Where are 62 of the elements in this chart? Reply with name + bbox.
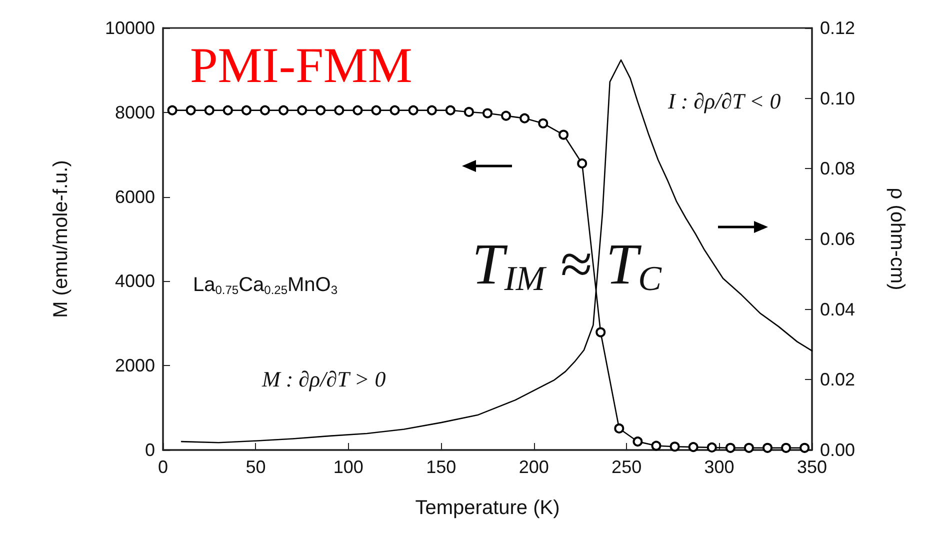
y-tick-label: 2000 <box>114 356 155 376</box>
point <box>297 105 308 116</box>
point <box>390 105 400 116</box>
point <box>334 105 344 116</box>
point <box>670 442 680 452</box>
point <box>596 327 606 338</box>
point <box>241 105 252 116</box>
point <box>632 436 643 447</box>
point <box>222 105 233 116</box>
y2-axis-title: ρ (ohm-cm) <box>886 188 908 290</box>
y-tick-label: 0 <box>144 440 155 460</box>
x-tick-label: 100 <box>333 457 364 477</box>
point <box>167 105 178 116</box>
y2-tick-label: 0.04 <box>820 299 856 320</box>
point <box>781 442 792 453</box>
point <box>464 106 474 117</box>
y2-tick-label: 0.02 <box>820 370 856 390</box>
y2-tick-label: 0.10 <box>820 88 856 108</box>
point <box>688 442 698 452</box>
point <box>800 442 810 453</box>
y2-tick-label: 0.00 <box>820 440 856 460</box>
annotation: M : ∂ρ/∂T > 0 <box>261 366 386 392</box>
point <box>501 110 512 121</box>
x-tick-label: 250 <box>612 457 642 477</box>
point <box>186 105 196 116</box>
point <box>371 105 382 116</box>
point <box>651 440 662 451</box>
point <box>260 105 270 116</box>
point <box>577 158 588 168</box>
x-axis-title: Temperature (K) <box>415 497 560 519</box>
y2-tick-label: 0.06 <box>820 229 856 249</box>
point <box>426 105 437 116</box>
x-tick-label: 300 <box>704 457 734 477</box>
y-tick-label: 4000 <box>114 271 155 292</box>
annotation: PMI-FMM <box>190 37 412 93</box>
point <box>408 105 418 116</box>
x-tick-label: 150 <box>426 457 456 477</box>
point <box>762 442 772 453</box>
y2-tick-label: 0.08 <box>820 158 856 179</box>
point <box>445 105 456 116</box>
x-tick-label: 0 <box>158 457 168 477</box>
y-axis-title: M (emu/mole-f.u.) <box>50 160 72 318</box>
y-tick-label: 10000 <box>104 18 155 38</box>
point <box>706 442 717 452</box>
point <box>744 442 754 453</box>
point <box>204 105 214 116</box>
point <box>538 118 548 128</box>
y-tick-label: 6000 <box>114 186 155 207</box>
x-tick-label: 200 <box>518 457 549 477</box>
point <box>558 130 569 140</box>
point <box>316 105 326 116</box>
y2-tick-label: 0.12 <box>820 18 856 38</box>
y-tick-label: 8000 <box>114 102 155 122</box>
x-tick-label: 50 <box>246 457 266 477</box>
point <box>352 105 363 116</box>
point <box>520 113 530 124</box>
point <box>278 105 289 116</box>
annotation: I : ∂ρ/∂T < 0 <box>667 88 781 114</box>
x-tick-label: 350 <box>796 457 828 477</box>
point <box>614 423 624 434</box>
point <box>725 442 736 453</box>
point <box>482 108 492 118</box>
